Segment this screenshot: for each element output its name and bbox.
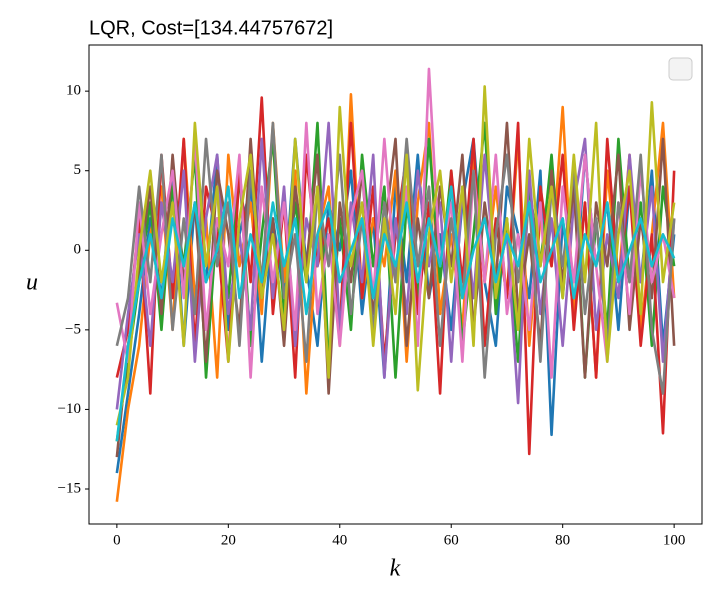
legend: [668, 57, 693, 81]
chart-title: LQR, Cost=[134.44757672]: [89, 17, 333, 39]
y-axis-label: u: [26, 270, 38, 296]
y-tick-label: 10: [66, 83, 81, 99]
x-tick-label: 40: [332, 532, 347, 548]
y-tick-label: −5: [65, 321, 81, 337]
x-tick-label: 20: [221, 532, 236, 548]
axes-frame: [88, 44, 703, 525]
lines: [115, 67, 676, 502]
x-tick-label: 60: [444, 532, 459, 548]
series-line: [115, 85, 676, 426]
x-tick-label: 0: [113, 532, 121, 548]
y-tick-label: 0: [74, 242, 82, 258]
y-tick-label: −15: [58, 480, 81, 496]
plot-area: [115, 67, 676, 502]
x-tick-label: 100: [663, 532, 686, 548]
series-line: [115, 121, 676, 395]
y-tick-label: 5: [74, 162, 82, 178]
y-tick-label: −10: [58, 401, 81, 417]
series-line: [115, 185, 676, 442]
x-axis-label: k: [390, 556, 401, 582]
x-tick-label: 80: [555, 532, 570, 548]
series-line: [115, 121, 676, 410]
